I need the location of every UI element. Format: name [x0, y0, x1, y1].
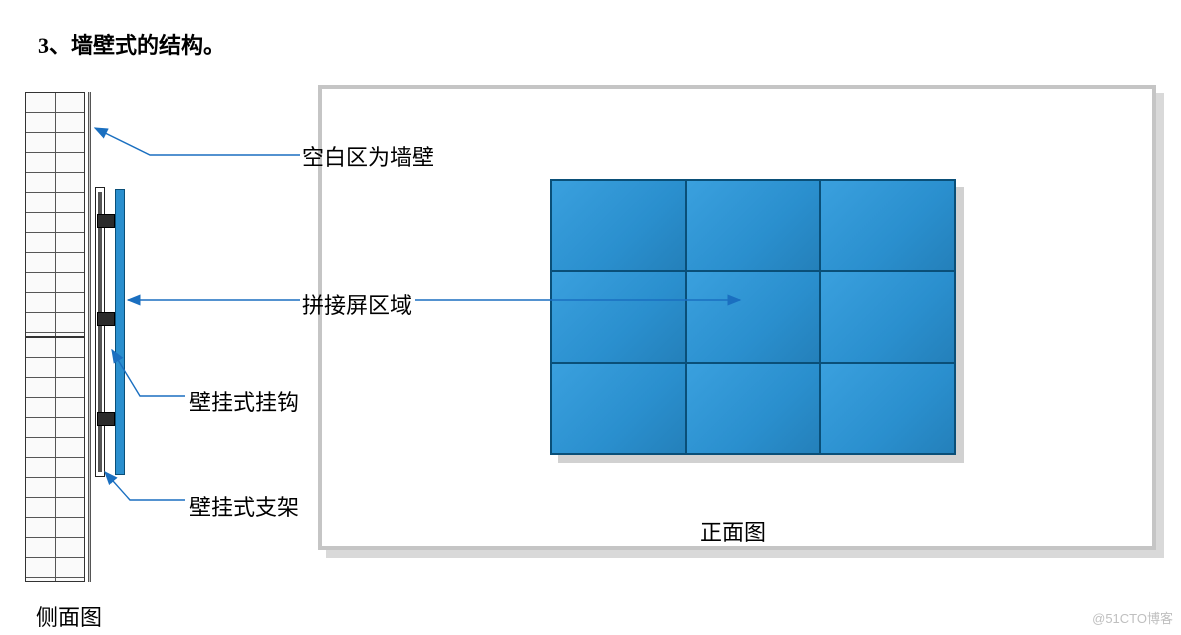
- screen-cell: [687, 181, 820, 270]
- brick-wall: [25, 92, 85, 582]
- hook-3: [97, 412, 115, 426]
- annot-bracket: 壁挂式支架: [189, 490, 299, 522]
- screen-cell: [821, 364, 954, 453]
- front-view: [318, 85, 1168, 563]
- wall-surface-line: [88, 92, 91, 582]
- hook-2: [97, 312, 115, 326]
- front-view-label: 正面图: [700, 515, 766, 547]
- side-screen-strip: [115, 189, 125, 475]
- annot-hook: 壁挂式挂钩: [189, 385, 299, 417]
- hook-1: [97, 214, 115, 228]
- watermark: @51CTO博客: [1092, 608, 1173, 627]
- screen-cell: [552, 181, 685, 270]
- bracket-inner: [98, 192, 102, 472]
- screen-cell: [821, 181, 954, 270]
- annot-screen-area: 拼接屏区域: [302, 288, 412, 320]
- screen-cell: [687, 272, 820, 361]
- side-view: [25, 92, 125, 582]
- side-view-label: 侧面图: [36, 600, 102, 632]
- screen-cell: [552, 272, 685, 361]
- brick-upper: [25, 92, 85, 337]
- page-title: 3、墙壁式的结构。: [38, 28, 225, 60]
- screen-grid: [550, 179, 956, 455]
- annot-wall-blank: 空白区为墙壁: [302, 140, 434, 172]
- wall-box: [318, 85, 1156, 550]
- screen-cell: [821, 272, 954, 361]
- brick-lower: [25, 337, 85, 582]
- screen-cell: [552, 364, 685, 453]
- screen-cell: [687, 364, 820, 453]
